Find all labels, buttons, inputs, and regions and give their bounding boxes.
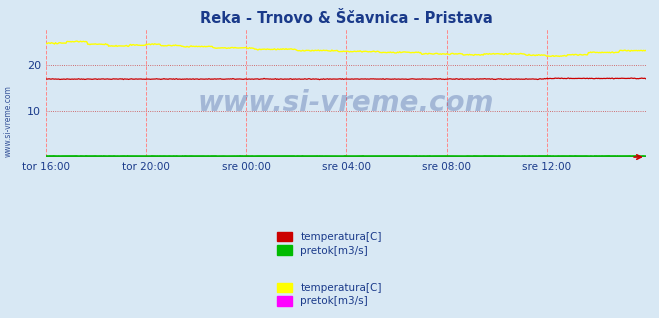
Title: Reka - Trnovo & Ščavnica - Pristava: Reka - Trnovo & Ščavnica - Pristava [200, 11, 492, 26]
Text: www.si-vreme.com: www.si-vreme.com [198, 89, 494, 117]
Text: www.si-vreme.com: www.si-vreme.com [4, 85, 13, 157]
Legend: temperatura[C], pretok[m3/s]: temperatura[C], pretok[m3/s] [277, 283, 382, 307]
Legend: temperatura[C], pretok[m3/s]: temperatura[C], pretok[m3/s] [277, 232, 382, 256]
